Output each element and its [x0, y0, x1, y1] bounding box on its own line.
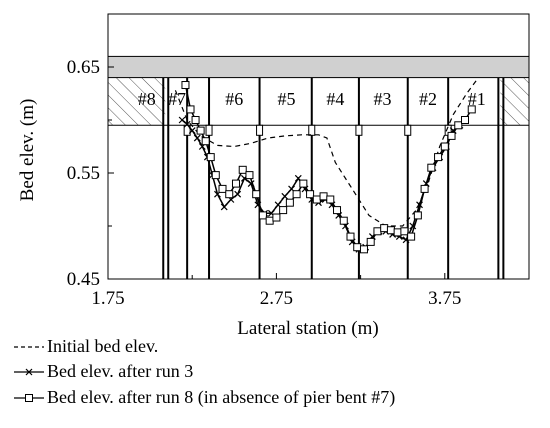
series-1-point-2	[188, 127, 196, 135]
series-1	[178, 116, 464, 253]
y-axis-ticks: 0.45 0.55 0.65	[67, 57, 114, 290]
series-2-point-37	[420, 184, 429, 193]
series-2-point-40	[440, 142, 449, 151]
series-2-point-8	[225, 190, 234, 199]
series-2-point-29	[366, 237, 375, 246]
bent-labels: #8 #7 #6 #5 #4 #3 #2 #1	[138, 89, 486, 109]
right-abutment-hatch	[500, 77, 529, 126]
series-2-point-26	[346, 232, 355, 241]
series-2-point-30	[373, 227, 382, 236]
series-1-point-17	[281, 192, 289, 200]
series-2-point-27	[353, 243, 362, 252]
series-2-point-16	[279, 206, 288, 215]
series-2-point-14	[265, 216, 274, 225]
series-2-point-36	[413, 211, 422, 220]
legend-marker-2	[25, 394, 33, 402]
bent-label-6: #2	[419, 89, 437, 109]
series-2-point-20	[306, 190, 315, 199]
series-2-point-3	[196, 126, 205, 135]
series-2	[181, 81, 476, 254]
series-group	[174, 77, 479, 254]
series-2-point-19	[299, 179, 308, 188]
series-2-point-15	[272, 213, 281, 222]
series-line-1	[181, 119, 461, 251]
series-2-point-39	[434, 153, 443, 162]
series-2-point-17	[285, 198, 294, 207]
series-2-point-7	[218, 184, 227, 193]
legend-label-1: Bed elev. after run 3	[47, 361, 193, 381]
pier-cap-5	[355, 124, 363, 136]
series-2-point-13	[258, 211, 267, 220]
series-2-point-42	[454, 121, 463, 130]
bent-label-7: #1	[468, 89, 486, 109]
series-2-point-33	[393, 228, 402, 237]
pier-cap-2	[205, 124, 213, 136]
legend-marker-1	[25, 368, 33, 376]
series-1-point-1	[183, 120, 191, 128]
plot-frame	[107, 13, 530, 280]
bent-label-3: #5	[278, 89, 296, 109]
legend-label-2: Bed elev. after run 8 (in absence of pie…	[47, 387, 395, 408]
series-2-point-10	[238, 165, 247, 174]
series-2-point-43	[461, 116, 470, 124]
x-tick-label-0: 1.75	[91, 288, 124, 309]
series-2-point-25	[339, 216, 348, 225]
series-2-point-41	[447, 131, 456, 140]
deck-slab	[107, 55, 530, 79]
pier-bents	[162, 77, 505, 279]
legend: Initial bed elev. Bed elev. after run 3 Be…	[14, 336, 395, 408]
series-2-point-22	[319, 192, 328, 201]
series-2-point-18	[292, 190, 301, 199]
series-2-point-5	[206, 153, 215, 162]
pier-cap-3	[256, 124, 264, 136]
series-2-point-6	[211, 171, 220, 180]
series-2-point-4	[201, 137, 210, 146]
series-2-point-0	[181, 81, 190, 90]
x-axis-label: Lateral station (m)	[237, 318, 378, 339]
series-2-point-44	[467, 105, 476, 114]
x-tick-label-2: 3.75	[428, 288, 461, 309]
x-axis-ticks: 1.75 2.75 3.75	[91, 273, 530, 309]
series-2-point-24	[333, 206, 342, 215]
bent-label-4: #4	[326, 89, 344, 109]
legend-entry-2: Bed elev. after run 8 (in absence of pie…	[14, 387, 395, 408]
y-tick-label-2: 0.65	[67, 57, 100, 78]
series-2-point-32	[386, 226, 395, 235]
series-2-point-28	[359, 245, 368, 254]
series-2-point-35	[407, 232, 416, 241]
series-2-point-9	[231, 179, 240, 188]
abutment-hatching	[108, 77, 529, 126]
series-2-point-31	[380, 224, 389, 233]
y-axis-label: Bed elev. (m)	[17, 99, 38, 202]
series-2-point-2	[191, 116, 200, 124]
series-1-point-8	[220, 203, 228, 211]
series-1-point-3	[193, 134, 201, 142]
bridge-deck	[107, 55, 530, 79]
series-2-point-11	[245, 171, 254, 180]
bent-label-0: #8	[138, 89, 156, 109]
series-2-point-23	[326, 195, 335, 204]
bent-label-2: #6	[225, 89, 243, 109]
y-tick-label-0: 0.45	[67, 269, 100, 290]
bent-label-1: #7	[168, 89, 186, 109]
series-2-point-38	[427, 163, 436, 172]
series-1-point-10	[234, 190, 242, 198]
pier-cap-4	[308, 124, 316, 136]
legend-entry-1: Bed elev. after run 3	[14, 361, 193, 381]
y-tick-label-1: 0.55	[67, 163, 100, 184]
series-2-point-34	[400, 227, 409, 236]
legend-label-0: Initial bed elev.	[47, 336, 158, 356]
left-abutment-hatch	[108, 77, 166, 126]
series-2-point-21	[312, 195, 321, 204]
series-2-point-1	[186, 105, 195, 114]
legend-entry-0: Initial bed elev.	[14, 336, 158, 356]
x-tick-label-1: 2.75	[260, 288, 293, 309]
bent-label-5: #3	[373, 89, 391, 109]
pier-cap-6	[404, 124, 412, 136]
series-2-point-12	[252, 190, 261, 199]
